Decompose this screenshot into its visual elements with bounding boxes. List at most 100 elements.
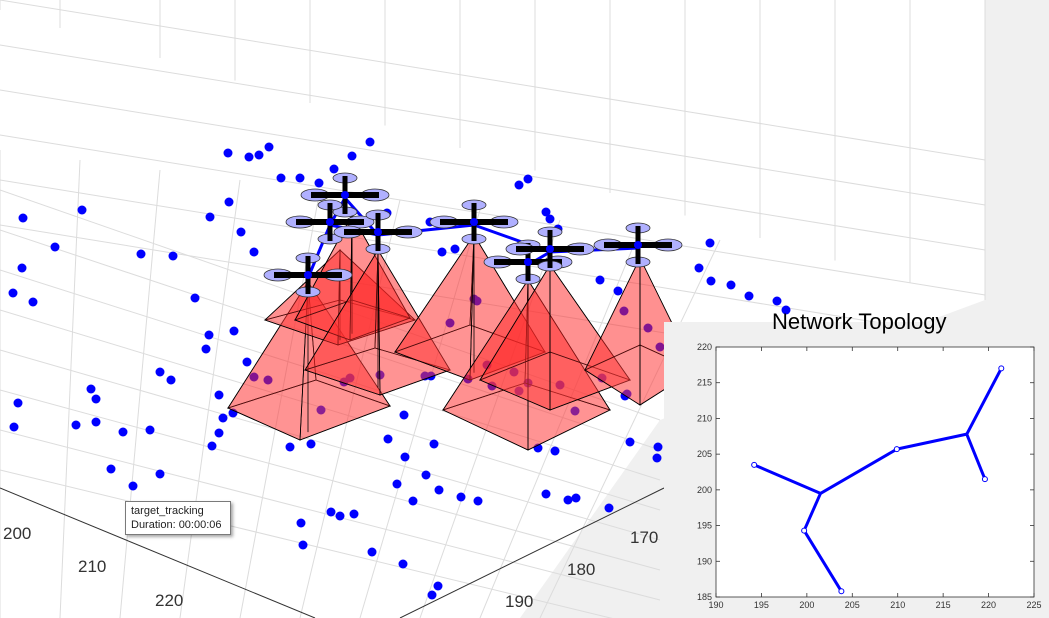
topology-x-tick-label: 195: [754, 600, 769, 610]
floor-gridline: [0, 269, 661, 481]
target-point: [545, 214, 555, 224]
target-point: [541, 207, 551, 217]
target-point: [426, 371, 436, 381]
target-point: [421, 470, 431, 480]
tooltip-title: target_tracking: [131, 505, 204, 517]
y-axis-line: [399, 487, 665, 618]
wall-gridline: [0, 89, 986, 251]
topology-plot-area: [715, 346, 1035, 598]
target-point: [77, 205, 87, 215]
target-point: [296, 518, 306, 528]
target-point: [236, 227, 246, 237]
target-point: [427, 590, 437, 600]
sensing-cone-face: [304, 248, 381, 396]
target-point: [249, 372, 259, 382]
target-point: [91, 417, 101, 427]
target-point: [744, 291, 754, 301]
target-point: [523, 174, 533, 184]
floor-gridline: [0, 469, 613, 618]
target-point: [264, 142, 274, 152]
target-point: [367, 547, 377, 557]
target-point: [339, 377, 349, 387]
target-point: [597, 373, 607, 383]
target-point: [643, 323, 653, 333]
topology-title: Network Topology: [772, 309, 947, 334]
target-point: [705, 238, 715, 248]
target-point: [408, 496, 418, 506]
drone-center: [341, 191, 349, 199]
target-point: [514, 180, 524, 190]
target-point: [482, 360, 492, 370]
floor-gridline: [479, 229, 641, 618]
target-point: [136, 249, 146, 259]
target-point: [706, 276, 716, 286]
floor-gridline: [359, 209, 481, 618]
drone-center: [326, 218, 334, 226]
target-point: [295, 173, 305, 183]
floor-gridline: [0, 349, 661, 541]
drone-center: [524, 258, 532, 266]
target-point: [400, 452, 410, 462]
target-point: [214, 428, 224, 438]
topology-x-tick-label: 220: [981, 600, 996, 610]
target-point: [214, 390, 224, 400]
topology-edge: [896, 432, 968, 451]
target-point: [314, 178, 324, 188]
topology-y-tick-label: 210: [697, 413, 712, 423]
target-point: [205, 212, 215, 222]
target-point: [550, 446, 560, 456]
y-tick-label: 170: [630, 528, 658, 547]
target-point: [472, 296, 482, 306]
target-point: [242, 357, 252, 367]
topology-y-tick-label: 205: [697, 449, 712, 459]
target-point: [652, 453, 662, 463]
target-point: [541, 489, 551, 499]
target-point: [201, 344, 211, 354]
target-point: [781, 305, 791, 315]
target-point: [91, 394, 101, 404]
drone-center: [304, 271, 312, 279]
target-point: [625, 437, 635, 447]
target-point: [514, 386, 524, 396]
topology-x-tick-label: 215: [936, 600, 951, 610]
topology-node: [893, 446, 900, 453]
target-point: [383, 434, 393, 444]
target-point: [595, 275, 605, 285]
topology-edge: [802, 492, 822, 532]
topology-edge: [819, 447, 898, 495]
floor-gridline: [59, 159, 81, 618]
target-point: [473, 496, 483, 506]
target-point: [263, 375, 273, 385]
target-point: [429, 439, 439, 449]
target-point: [190, 293, 200, 303]
sensing-cone-face: [227, 280, 309, 441]
drone-center: [470, 218, 478, 226]
figure-tooltip: target_tracking Duration: 00:00:06: [125, 501, 231, 535]
topology-y-tick-label: 190: [697, 556, 712, 566]
x-axis-line: [0, 487, 316, 618]
topology-node: [801, 527, 808, 534]
topology-y-tick-label: 185: [697, 592, 712, 602]
target-point: [437, 247, 447, 257]
floor-gridline: [0, 309, 661, 511]
target-point: [306, 439, 316, 449]
sensing-cone-face: [394, 233, 475, 381]
drone-center: [546, 245, 554, 253]
target-point: [335, 511, 345, 521]
target-point: [9, 422, 19, 432]
topology-y-tick-label: 200: [697, 485, 712, 495]
target-point: [365, 137, 375, 147]
topology-edge: [965, 433, 987, 480]
target-point: [276, 173, 286, 183]
topology-x-tick-label: 200: [799, 600, 814, 610]
target-point: [653, 442, 663, 452]
floor-gridline: [179, 179, 241, 618]
target-point: [155, 367, 165, 377]
target-point: [168, 251, 178, 261]
topology-x-tick-label: 210: [890, 600, 905, 610]
target-point: [347, 151, 357, 161]
target-point: [434, 485, 444, 495]
y-tick-label: 180: [567, 560, 595, 579]
topology-edge: [965, 367, 1003, 435]
topology-edge: [753, 463, 822, 495]
